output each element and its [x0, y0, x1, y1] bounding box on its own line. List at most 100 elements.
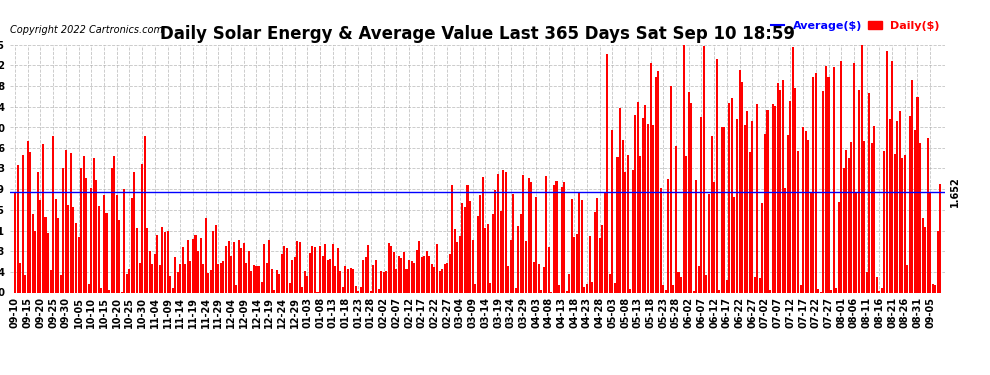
Bar	[828, 77, 830, 292]
Bar	[731, 98, 733, 292]
Bar	[612, 130, 614, 292]
Bar	[591, 282, 593, 292]
Bar	[708, 194, 710, 292]
Bar	[192, 239, 194, 292]
Bar	[179, 264, 181, 292]
Bar	[536, 197, 538, 292]
Bar	[690, 103, 692, 292]
Bar	[818, 289, 820, 292]
Bar	[547, 247, 549, 292]
Bar	[479, 195, 481, 292]
Bar	[787, 135, 789, 292]
Bar	[296, 241, 298, 292]
Bar	[238, 240, 240, 292]
Bar	[243, 243, 245, 292]
Bar	[258, 266, 260, 292]
Bar	[743, 125, 745, 292]
Bar	[695, 180, 697, 292]
Bar	[858, 90, 860, 292]
Bar	[246, 263, 248, 292]
Bar	[220, 263, 222, 292]
Bar	[792, 47, 794, 292]
Bar	[823, 91, 825, 292]
Bar	[200, 238, 202, 292]
Bar	[906, 265, 909, 292]
Bar	[248, 251, 249, 292]
Bar	[568, 274, 570, 292]
Bar	[347, 269, 349, 292]
Bar	[487, 224, 489, 292]
Bar	[357, 291, 359, 292]
Bar	[359, 287, 361, 292]
Bar	[706, 276, 708, 292]
Bar	[927, 138, 929, 292]
Bar	[126, 274, 128, 292]
Bar	[27, 141, 29, 292]
Bar	[500, 211, 502, 292]
Bar	[144, 136, 146, 292]
Bar	[560, 187, 562, 292]
Bar	[312, 246, 314, 292]
Bar	[446, 263, 448, 292]
Bar	[294, 257, 296, 292]
Bar	[685, 156, 687, 292]
Bar	[734, 198, 736, 292]
Bar	[322, 256, 324, 292]
Bar	[309, 254, 311, 292]
Bar	[825, 66, 827, 292]
Bar	[753, 277, 755, 292]
Bar	[742, 82, 743, 292]
Bar	[100, 288, 102, 292]
Bar	[919, 143, 921, 292]
Bar	[665, 290, 667, 292]
Bar	[888, 119, 891, 292]
Bar	[794, 88, 797, 292]
Bar	[935, 285, 937, 292]
Bar	[635, 115, 637, 292]
Bar	[395, 270, 397, 292]
Bar	[408, 260, 410, 292]
Bar	[484, 228, 486, 292]
Bar	[726, 280, 728, 292]
Bar	[205, 218, 207, 292]
Bar	[64, 150, 67, 292]
Bar	[894, 154, 896, 292]
Bar	[578, 192, 580, 292]
Bar	[147, 228, 148, 292]
Bar	[385, 271, 387, 292]
Bar	[52, 136, 54, 292]
Bar	[139, 263, 141, 292]
Bar	[609, 274, 611, 292]
Bar	[118, 220, 120, 292]
Bar	[904, 154, 906, 292]
Bar	[431, 264, 433, 292]
Bar	[525, 241, 527, 292]
Bar	[622, 140, 624, 292]
Bar	[545, 176, 547, 292]
Bar	[756, 104, 758, 292]
Bar	[672, 285, 674, 292]
Bar	[142, 164, 144, 292]
Bar	[771, 104, 773, 292]
Bar	[533, 262, 535, 292]
Legend: Average($), Daily($): Average($), Daily($)	[771, 21, 940, 31]
Bar	[131, 198, 133, 292]
Bar	[14, 192, 16, 292]
Bar	[860, 45, 862, 292]
Bar	[263, 244, 265, 292]
Bar	[937, 231, 939, 292]
Bar	[250, 271, 252, 292]
Bar	[553, 184, 555, 292]
Bar	[364, 256, 367, 292]
Bar	[721, 127, 723, 292]
Bar	[489, 283, 491, 292]
Bar	[594, 213, 596, 292]
Bar	[103, 195, 105, 292]
Bar	[70, 153, 72, 292]
Bar	[184, 264, 186, 292]
Bar	[380, 271, 382, 292]
Bar	[375, 260, 377, 292]
Bar	[922, 218, 924, 292]
Bar	[129, 269, 131, 292]
Bar	[746, 111, 748, 292]
